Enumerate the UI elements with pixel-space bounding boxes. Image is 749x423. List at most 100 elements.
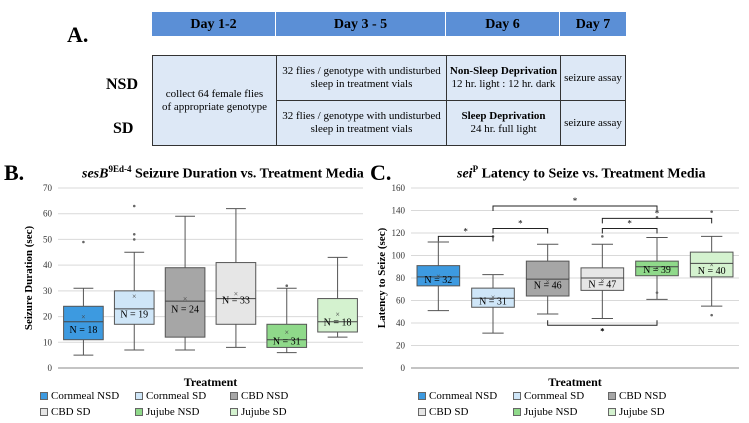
mean-marker: × [436, 272, 441, 281]
legend-item: Jujube NSD [135, 406, 199, 418]
chart-c-title-gene: sei [457, 166, 473, 182]
legend-item: Cornmeal NSD [40, 390, 119, 402]
box [416, 265, 461, 287]
significance-bracket [601, 217, 713, 224]
significance-bracket [601, 228, 658, 234]
chart-b-title-rest: Seizure Duration vs. Treatment Media [131, 166, 364, 182]
significance-star: * [463, 226, 468, 236]
chart-c-title-allele: P [472, 164, 479, 174]
chart-b-title-gene: sesB [82, 166, 109, 182]
legend-swatch [513, 392, 521, 400]
legend-item: Jujube SD [608, 406, 665, 418]
mean-marker: × [709, 261, 714, 270]
n-label: N = 32 [424, 275, 452, 286]
box [164, 267, 206, 338]
legend-item: CBD NSD [608, 390, 666, 402]
legend-label: CBD SD [429, 406, 469, 418]
y-tick-label: 160 [392, 183, 406, 193]
y-tick-label: 50 [43, 234, 53, 244]
n-label: N = 18 [324, 317, 352, 328]
box [471, 287, 515, 308]
legend-swatch [40, 408, 48, 416]
legend-swatch [135, 392, 143, 400]
header-day-7: Day 7 [560, 12, 626, 36]
n-label: N = 47 [588, 279, 616, 290]
mean-marker: × [284, 328, 289, 337]
outlier-point [710, 313, 713, 317]
row-label-sd: SD [113, 120, 134, 137]
chart-c-title-rest: Latency to Seize vs. Treatment Media [478, 166, 706, 182]
sd-day35-cell: 32 flies / genotype with undisturbed sle… [276, 100, 447, 146]
collect-cell: collect 64 female flies of appropriate g… [152, 55, 277, 146]
outlier-point [710, 210, 713, 213]
mean-marker: × [81, 313, 86, 322]
legend-swatch [40, 392, 48, 400]
legend-label: Cornmeal SD [146, 390, 207, 402]
significance-bracket [437, 235, 494, 242]
nsd-day35-cell: 32 flies / genotype with undisturbed sle… [276, 55, 447, 101]
header-day-6: Day 6 [446, 12, 560, 36]
mean-marker: × [545, 277, 550, 286]
chart-b-title: sesB9Ed-4 Seizure Duration vs. Treatment… [82, 164, 364, 183]
mean-marker: × [655, 264, 660, 273]
y-tick-label: 80 [396, 273, 406, 283]
row-label-nsd: NSD [106, 76, 139, 93]
mean-marker: × [600, 276, 605, 285]
box [525, 260, 570, 297]
legend-label: Cornmeal NSD [429, 390, 498, 402]
y-tick-label: 0 [48, 363, 53, 373]
n-label: N = 31 [479, 296, 507, 307]
outlier-point [285, 284, 289, 288]
y-tick-label: 10 [43, 337, 53, 347]
nsd-day6-detail: 12 hr. light : 12 hr. dark [451, 78, 556, 90]
y-tick-label: 20 [396, 341, 406, 351]
legend-label: CBD SD [51, 406, 91, 418]
y-tick-label: 60 [396, 296, 406, 306]
nsd-day6-cell: Non-Sleep Deprivation 12 hr. light : 12 … [446, 55, 561, 101]
n-label: N = 39 [643, 265, 671, 276]
x-axis-label: Treatment [184, 375, 238, 389]
sd-day6-title: Sleep Deprivation [461, 110, 546, 122]
y-tick-label: 20 [43, 312, 53, 322]
mean-marker: × [491, 293, 496, 302]
legend-label: Jujube NSD [146, 406, 200, 418]
legend-label: Cornmeal SD [524, 390, 585, 402]
n-label: N = 33 [222, 295, 250, 306]
mean-marker: × [234, 289, 239, 298]
significance-star: * [573, 196, 578, 206]
legend-label: CBD NSD [241, 390, 289, 402]
legend-item: CBD SD [40, 406, 90, 418]
panel-c-label: C. [370, 160, 392, 185]
y-tick-label: 100 [392, 251, 406, 261]
outlier-point [82, 240, 85, 244]
mean-marker: × [335, 310, 340, 319]
n-label: N = 18 [69, 325, 97, 336]
legend-swatch [608, 408, 616, 416]
legend-swatch [135, 408, 143, 416]
box [113, 290, 155, 325]
box [635, 260, 679, 277]
n-label: N = 31 [273, 336, 301, 347]
outlier-point [601, 328, 604, 332]
legend-swatch [230, 392, 238, 400]
significance-bracket [492, 228, 549, 234]
box [580, 267, 625, 291]
chart-c: 0 20 40 60 80 100 120 140 160 Latency to Seize (s… [376, 183, 739, 389]
legend-label: CBD NSD [619, 390, 667, 402]
y-tick-label: 40 [396, 318, 406, 328]
significance-bracket [547, 320, 658, 326]
y-tick-label: 60 [43, 209, 53, 219]
legend-swatch [513, 408, 521, 416]
significance-star: * [518, 219, 523, 229]
y-tick-label: 0 [401, 363, 406, 373]
mean-marker: × [183, 295, 188, 304]
legend-swatch [230, 408, 238, 416]
significance-star: * [627, 219, 632, 229]
legend-item: Cornmeal SD [135, 390, 206, 402]
legend-swatch [418, 408, 426, 416]
y-tick-label: 120 [392, 228, 406, 238]
y-axis-label: Latency to Seize (sec) [376, 227, 388, 328]
legend-item: Jujube SD [230, 406, 287, 418]
n-label: N = 46 [534, 281, 562, 292]
mean-marker: × [132, 292, 137, 301]
